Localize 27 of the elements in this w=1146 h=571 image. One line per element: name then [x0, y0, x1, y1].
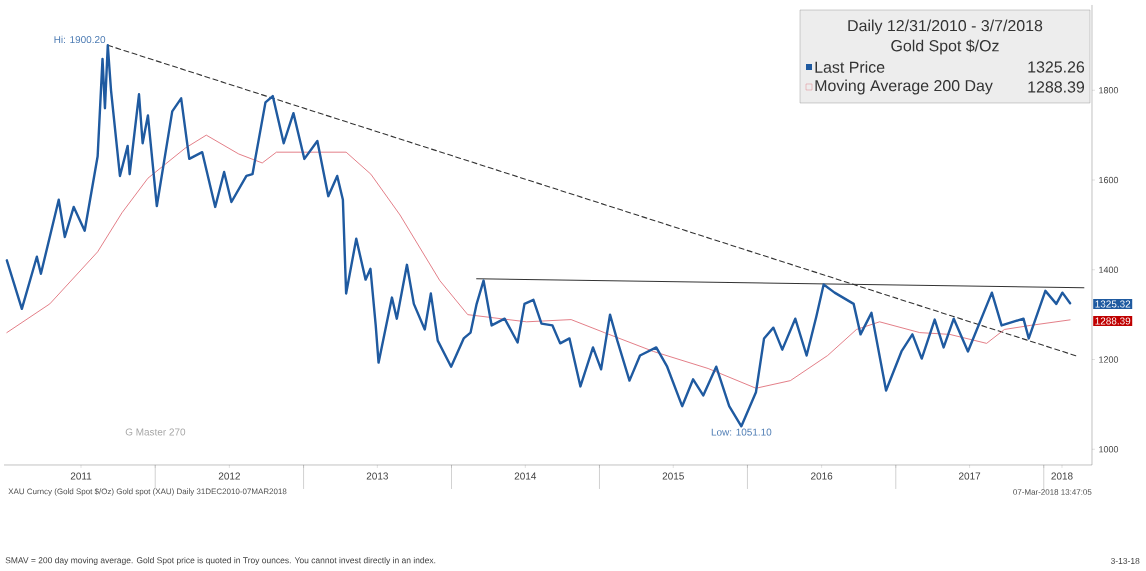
x-tick-label: 2011 [70, 472, 92, 480]
text: 3-13-18 [1110, 557, 1140, 564]
legend-label: Moving Average 200 Day [815, 79, 993, 95]
y-tick-label: 1000 [1099, 446, 1119, 453]
x-tick-label: 2018 [1051, 472, 1073, 480]
annotation: 1288.39 [1028, 81, 1085, 93]
text: Daily 12/31/2010 - 3/7/2018 [848, 19, 1043, 35]
line-series [6, 134, 1071, 389]
x-tick-label: 2013 [366, 472, 388, 480]
text: 1325.32 [1095, 300, 1131, 308]
x-tick-label: 2012 [218, 472, 240, 480]
annotation: Hi: 1900.20 [54, 35, 106, 44]
y-tick-label: 1600 [1099, 176, 1119, 184]
x-tick-label: 2014 [514, 472, 537, 480]
x-tick-label: 2015 [662, 472, 684, 480]
y-tick-label: 1200 [1099, 356, 1119, 363]
annotation: 1325.26 [1028, 61, 1085, 73]
y-tick-label: 1400 [1099, 266, 1119, 273]
annotation: Low: 1051.10 [711, 428, 772, 436]
text: 1288.39 [1095, 317, 1131, 325]
annotation: G Master 270 [125, 428, 186, 436]
x-tick-label: 2016 [811, 472, 833, 480]
text: SMAV = 200 day moving average. Gold Spot price is quoted in Troy ounces. You cannot invest directly in an index. [5, 557, 436, 565]
legend-label: Last Price [815, 61, 885, 73]
x-tick-label: 2017 [958, 472, 981, 480]
y-tick-label: 1800 [1099, 87, 1119, 94]
text: Gold Spot $/Oz [891, 39, 999, 55]
